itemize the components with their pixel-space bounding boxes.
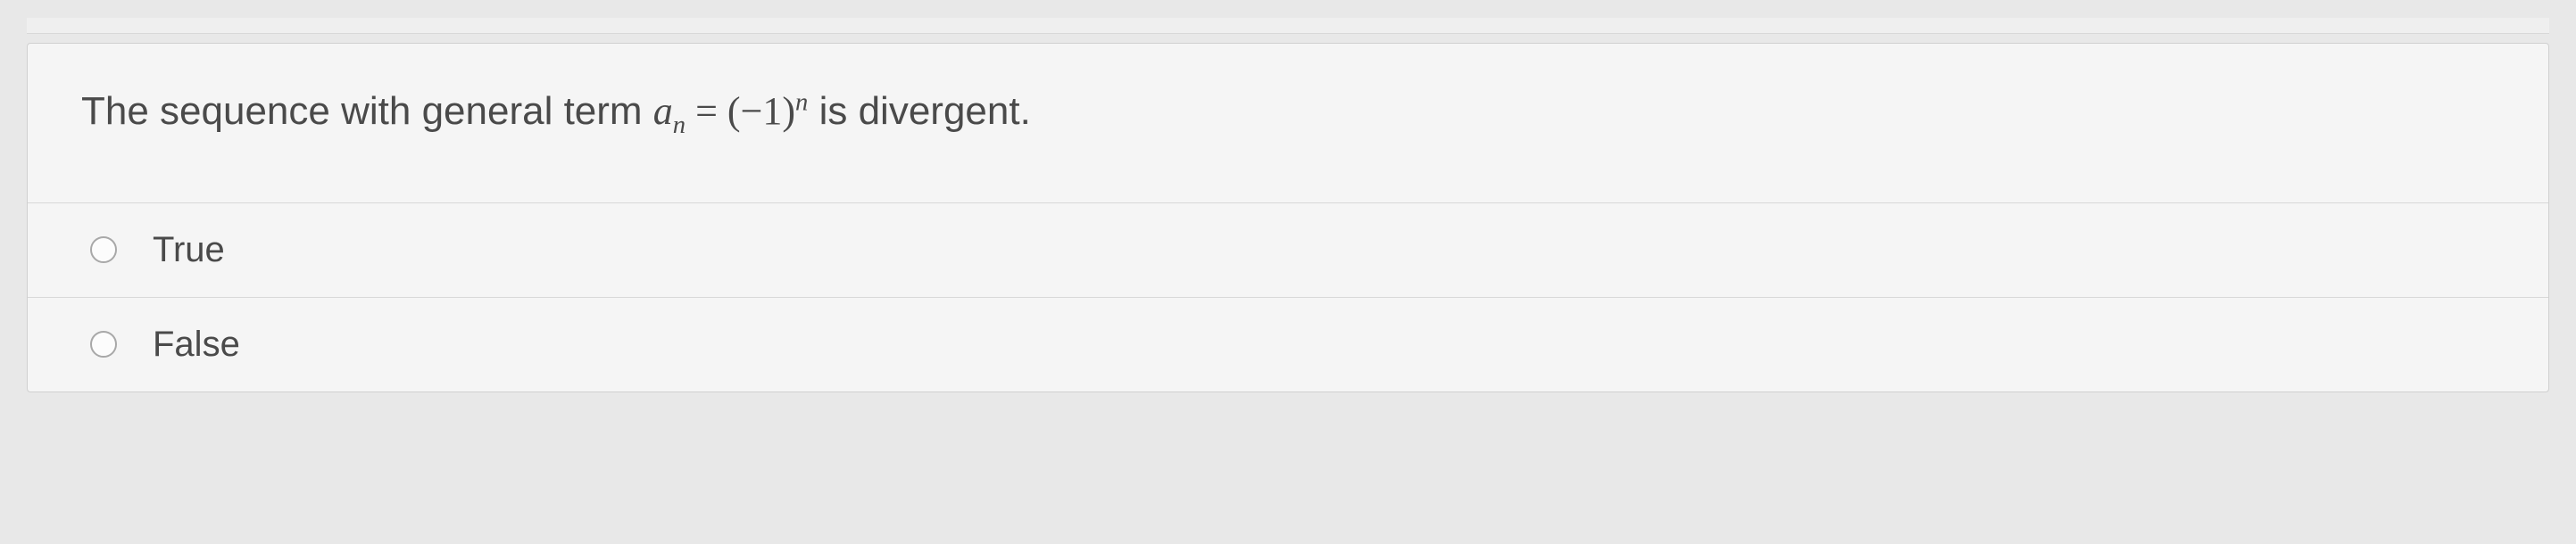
expression-superscript: n — [795, 88, 808, 116]
expression-base: (−1) — [727, 89, 795, 133]
question-suffix: is divergent. — [808, 89, 1030, 133]
option-true[interactable]: True — [28, 203, 2548, 298]
top-border-strip — [27, 18, 2549, 34]
question-statement: The sequence with general term an = (−1)… — [28, 44, 2548, 202]
equals-sign: = — [686, 89, 727, 133]
option-true-label: True — [153, 230, 225, 270]
question-card: The sequence with general term an = (−1)… — [27, 43, 2549, 392]
radio-true[interactable] — [90, 236, 117, 263]
term-subscript: n — [673, 111, 686, 139]
option-false[interactable]: False — [28, 298, 2548, 392]
option-false-label: False — [153, 325, 240, 365]
term-variable: a — [653, 89, 673, 133]
answer-options: True False — [28, 202, 2548, 392]
question-prefix: The sequence with general term — [81, 89, 653, 133]
radio-false[interactable] — [90, 331, 117, 358]
